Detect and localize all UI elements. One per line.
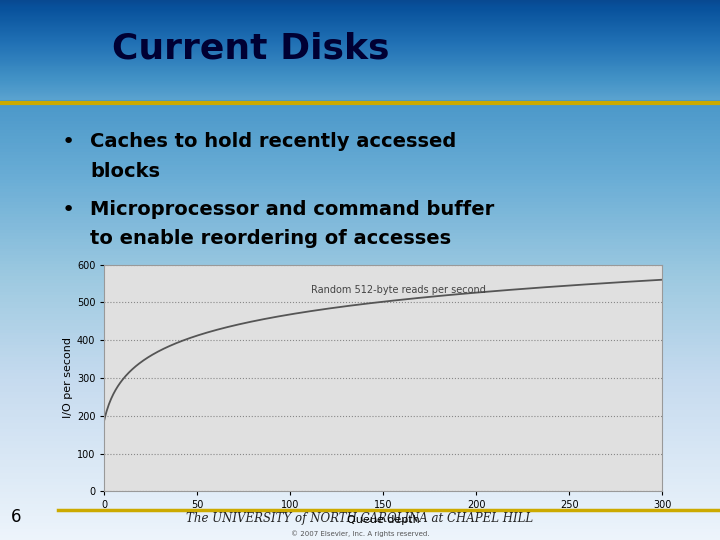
Text: blocks: blocks [90, 162, 160, 181]
Text: Caches to hold recently accessed: Caches to hold recently accessed [90, 132, 456, 151]
Text: Random 512-byte reads per second: Random 512-byte reads per second [311, 285, 486, 295]
Text: © 2007 Elsevier, Inc. A rights reserved.: © 2007 Elsevier, Inc. A rights reserved. [291, 530, 429, 537]
Text: to enable reordering of accesses: to enable reordering of accesses [90, 230, 451, 248]
Text: 6: 6 [11, 509, 22, 526]
Y-axis label: I/O per second: I/O per second [63, 338, 73, 418]
Text: The UNIVERSITY of NORTH CAROLINA at CHAPEL HILL: The UNIVERSITY of NORTH CAROLINA at CHAP… [186, 512, 534, 525]
Text: •: • [61, 200, 74, 220]
Text: Current Disks: Current Disks [112, 32, 389, 65]
X-axis label: Queue depth: Queue depth [347, 515, 420, 524]
Text: Microprocessor and command buffer: Microprocessor and command buffer [90, 200, 494, 219]
Text: •: • [61, 132, 74, 152]
